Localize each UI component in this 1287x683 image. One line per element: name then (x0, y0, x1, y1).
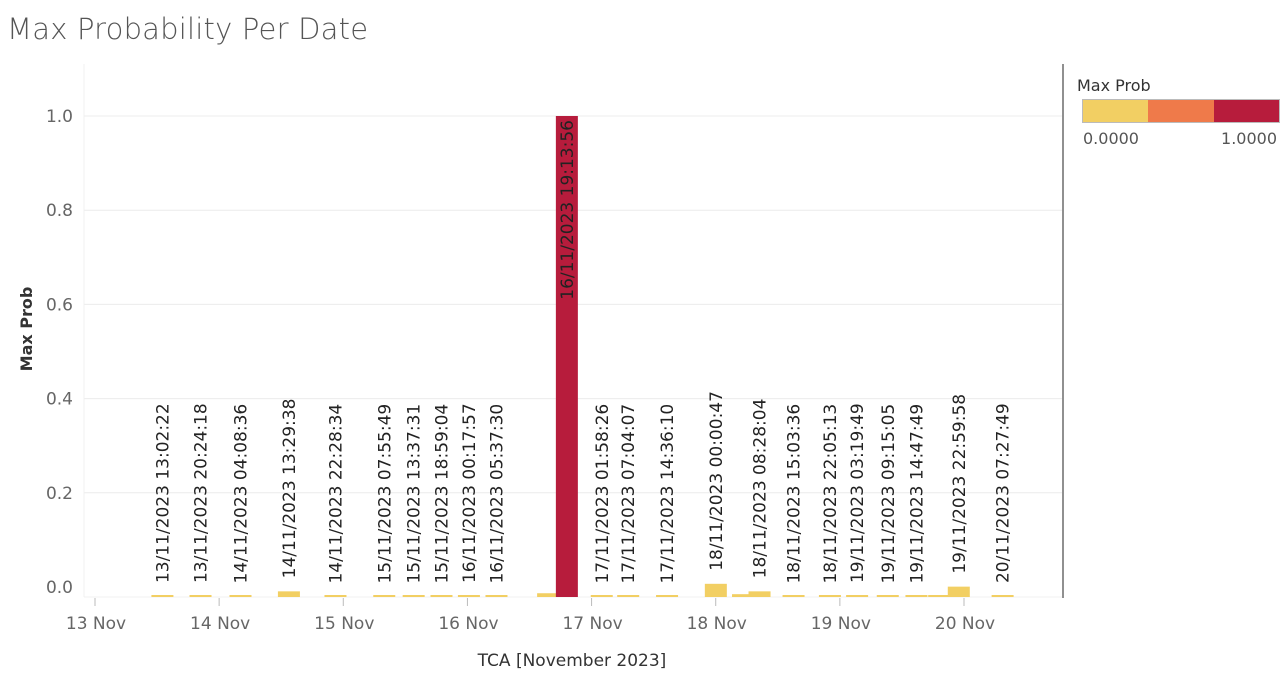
bar-data-label: 14/11/2023 04:08:36 (231, 404, 251, 584)
bar (485, 595, 508, 597)
bar (277, 591, 300, 597)
bar-data-label: 15/11/2023 07:55:49 (375, 404, 395, 584)
y-tick-label: 0.2 (46, 484, 73, 504)
bar (732, 594, 755, 597)
legend-max-label: 1.0000 (1221, 129, 1277, 148)
bar-data-label: 15/11/2023 13:37:31 (405, 404, 425, 584)
bar (928, 595, 951, 597)
bar (905, 595, 928, 597)
y-tick-label: 0.6 (46, 295, 73, 315)
bar-data-label: 19/11/2023 14:47:49 (907, 404, 927, 584)
bar (151, 595, 174, 597)
x-tick-label: 15 Nov (314, 614, 374, 634)
color-legend: Max Prob 0.0000 1.0000 (1077, 76, 1282, 149)
bar (818, 595, 841, 597)
bar (947, 586, 970, 597)
x-tick-label: 14 Nov (190, 614, 250, 634)
bar-data-label: 16/11/2023 00:17:57 (460, 403, 480, 583)
bar-data-label: 18/11/2023 08:28:04 (751, 399, 771, 579)
x-tick-label: 19 Nov (811, 614, 871, 634)
bar-data-label: 15/11/2023 18:59:04 (432, 404, 452, 584)
x-tick-label: 18 Nov (687, 614, 747, 634)
chart-title: Max Probability Per Date (7, 12, 369, 46)
x-tick-label: 17 Nov (562, 614, 622, 634)
y-tick-label: 0.0 (46, 578, 73, 598)
bar (656, 595, 679, 597)
bar (590, 595, 613, 597)
bar-data-label: 18/11/2023 00:00:47 (707, 391, 727, 571)
y-tick-label: 1.0 (46, 107, 73, 127)
legend-color-ramp (1082, 99, 1280, 123)
bar (537, 593, 560, 597)
bar-data-label: 20/11/2023 07:27:49 (994, 403, 1014, 583)
bar (457, 595, 480, 597)
bar (876, 595, 899, 597)
bar-data-label: 16/11/2023 19:13:56 (558, 120, 578, 300)
x-tick-label: 20 Nov (935, 614, 995, 634)
bar-data-label: 19/11/2023 03:19:49 (848, 403, 868, 583)
legend-swatch-mid (1148, 100, 1214, 122)
bar (189, 595, 212, 597)
bar (373, 595, 396, 597)
y-tick-label: 0.8 (46, 201, 73, 221)
bar (324, 595, 347, 597)
bar-data-label: 16/11/2023 05:37:30 (487, 404, 507, 584)
y-tick-label: 0.4 (46, 390, 73, 410)
bar-data-label: 14/11/2023 22:28:34 (326, 404, 346, 584)
bar-data-label: 17/11/2023 01:58:26 (593, 404, 613, 584)
bar-data-label: 19/11/2023 22:59:58 (950, 394, 970, 574)
bar-data-label: 13/11/2023 13:02:22 (153, 403, 173, 583)
legend-min-label: 0.0000 (1083, 129, 1139, 148)
bar-data-label: 18/11/2023 15:03:36 (785, 404, 805, 584)
bar-data-label: 14/11/2023 13:29:38 (280, 399, 300, 579)
bar-data-label: 18/11/2023 22:05:13 (821, 404, 841, 584)
bar-data-label: 13/11/2023 20:24:18 (192, 403, 212, 583)
bar-data-label: 17/11/2023 14:36:10 (658, 404, 678, 584)
x-axis-title: TCA [November 2023] (477, 651, 667, 671)
bar (402, 595, 425, 597)
bar (430, 595, 453, 597)
bar (748, 591, 771, 597)
legend-swatch-low (1083, 100, 1149, 122)
y-axis-title: Max Prob (17, 287, 36, 372)
bar (991, 595, 1014, 597)
x-tick-label: 13 Nov (66, 614, 126, 634)
bar (555, 116, 578, 597)
bar (617, 595, 640, 597)
bar (782, 595, 805, 597)
bar-data-label: 19/11/2023 09:15:05 (879, 404, 899, 584)
x-tick-label: 16 Nov (438, 614, 498, 634)
bar-data-label: 17/11/2023 07:04:07 (619, 404, 639, 584)
legend-swatch-high (1213, 100, 1279, 122)
legend-title: Max Prob (1077, 76, 1151, 95)
bar (704, 583, 727, 597)
bar (229, 595, 252, 597)
bar (846, 595, 869, 597)
